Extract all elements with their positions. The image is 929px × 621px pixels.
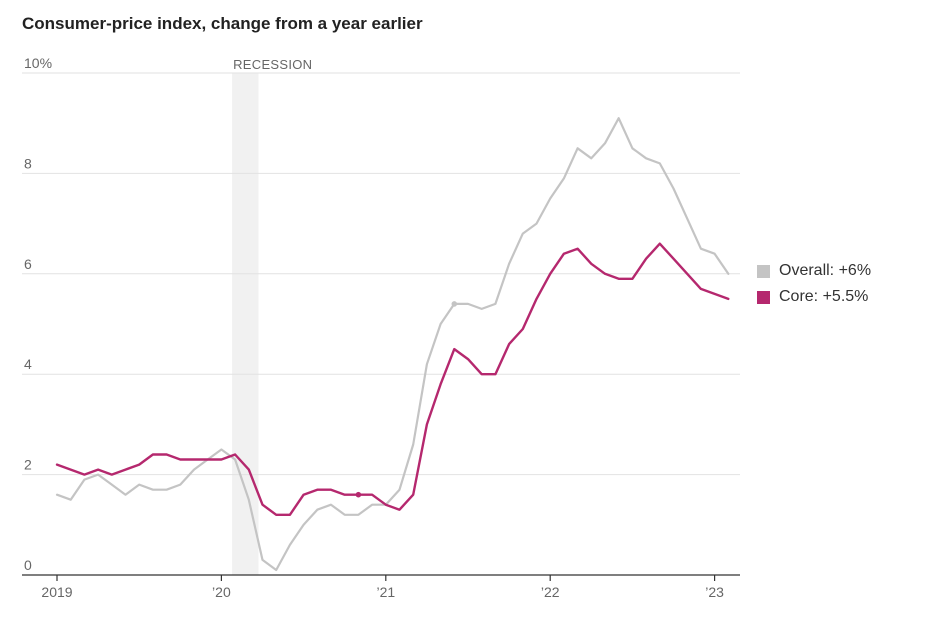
series-line-overall: [55, 117, 730, 572]
x-tick-label: ’22: [541, 584, 560, 600]
recession-band: [232, 73, 259, 575]
series-marker-overall: [451, 301, 458, 307]
x-tick-label: ’20: [212, 584, 231, 600]
recession-layer: RECESSION: [232, 57, 312, 575]
legend-swatch-overall: [757, 264, 770, 278]
recession-label: RECESSION: [233, 57, 312, 72]
x-tick-label: ’21: [376, 584, 395, 600]
y-tick-label: 10%: [24, 55, 52, 71]
series-marker-core: [355, 491, 362, 498]
axis-layer: 0 2 4 6 8 10% 2019 ’20 ’21 ’22 ’23: [22, 55, 740, 600]
y-tick-label: 2: [24, 457, 32, 473]
series-line-core: [55, 242, 730, 516]
x-tick-label: ’23: [705, 584, 724, 600]
legend: Overall: +6% Core: +5.5%: [757, 258, 871, 310]
y-tick-label: 0: [24, 557, 32, 573]
series-layer: [55, 117, 730, 572]
legend-item-core: Core: +5.5%: [757, 284, 871, 310]
legend-item-overall: Overall: +6%: [757, 258, 871, 284]
y-tick-label: 4: [24, 356, 32, 372]
y-tick-label: 6: [24, 256, 32, 272]
chart-title: Consumer-price index, change from a year…: [22, 14, 423, 33]
legend-label-core: Core: +5.5%: [779, 288, 869, 305]
y-tick-label: 8: [24, 155, 32, 171]
legend-swatch-core: [757, 290, 770, 304]
grid-layer: [22, 72, 740, 476]
legend-label-overall: Overall: +6%: [779, 262, 872, 279]
x-tick-label: 2019: [41, 584, 72, 600]
